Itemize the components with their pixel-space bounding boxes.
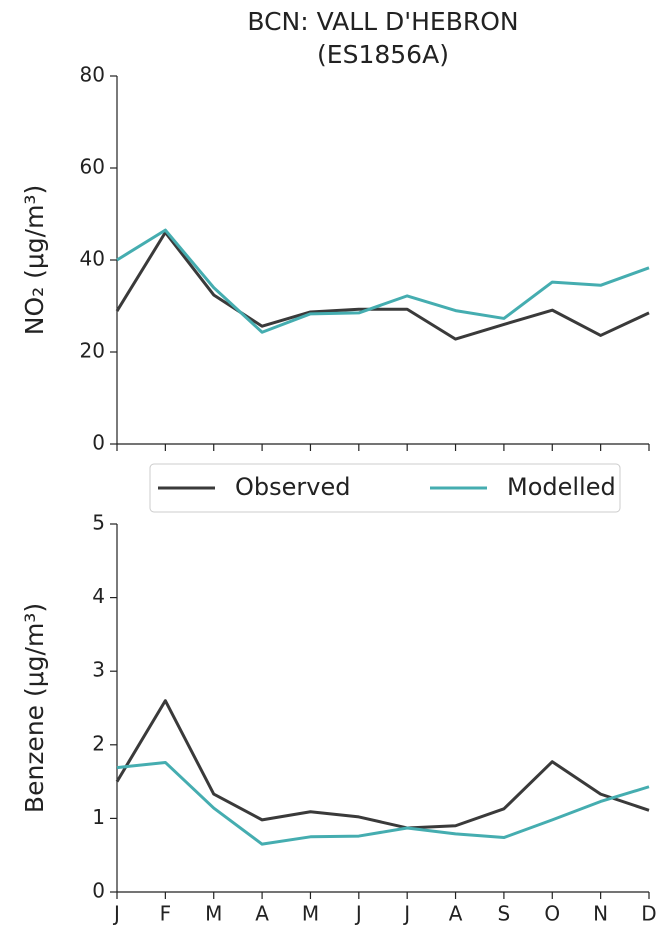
y-tick-label: 0 [92, 431, 105, 455]
y-tick-label: 0 [92, 879, 105, 903]
legend-label: Observed [235, 473, 350, 501]
chart-title: (ES1856A) [317, 40, 449, 69]
x-tick-label: M [205, 902, 222, 926]
y-tick-label: 60 [80, 155, 105, 179]
x-tick-label: M [302, 902, 319, 926]
legend-label: Modelled [507, 473, 616, 501]
y-tick-label: 1 [92, 805, 105, 829]
x-tick-label: F [160, 902, 172, 926]
x-tick-label: S [498, 902, 511, 926]
x-tick-label: O [544, 902, 560, 926]
x-tick-label: A [449, 902, 463, 926]
legend-box [149, 463, 621, 513]
x-tick-label: J [354, 902, 362, 926]
data-line [115, 699, 650, 830]
y-tick-label: 4 [92, 584, 105, 608]
x-tick-label: N [593, 902, 608, 926]
x-tick-label: J [402, 902, 410, 926]
y-tick-label: 2 [92, 731, 105, 755]
x-tick-label: D [641, 902, 656, 926]
y-tick-label: 5 [92, 511, 105, 535]
data-line [116, 760, 650, 846]
y-tick-label: 40 [80, 247, 105, 271]
data-line [115, 230, 650, 341]
data-line [116, 228, 650, 334]
y-tick-label: 80 [80, 63, 105, 87]
y-tick-label: 3 [92, 658, 105, 682]
y-axis-label: NO₂ (μg/m³) [20, 185, 49, 335]
x-tick-label: A [255, 902, 269, 926]
y-tick-label: 20 [80, 339, 105, 363]
chart-title: BCN: VALL D'HEBRON [247, 7, 518, 36]
y-axis-label: Benzene (μg/m³) [20, 603, 49, 813]
x-tick-label: J [112, 902, 120, 926]
